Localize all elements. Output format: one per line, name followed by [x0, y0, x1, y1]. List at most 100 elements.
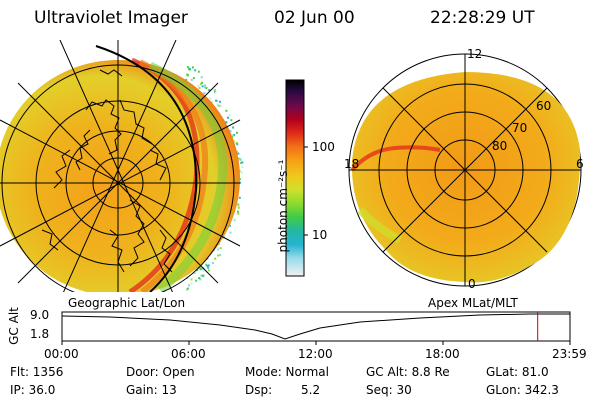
- speckle-pixel: [233, 134, 236, 137]
- speckle-pixel: [217, 254, 219, 257]
- instrument-title: Ultraviolet Imager: [34, 8, 188, 28]
- speckle-pixel: [199, 278, 202, 281]
- speckle-pixel: [186, 66, 189, 69]
- mlt-label-18: 18: [344, 157, 360, 171]
- speckle-pixel: [205, 87, 208, 89]
- timeline-y-label: GC Alt: [7, 307, 21, 345]
- geo-grid: [0, 40, 241, 292]
- speckle-pixel: [188, 284, 191, 287]
- speckle-pixel: [198, 87, 201, 89]
- outer-fringe: [148, 61, 228, 292]
- geo-longitude: GLon: 342.3: [486, 383, 559, 397]
- speckle-pixel: [192, 77, 195, 80]
- dsp-label: Dsp:: [245, 383, 273, 397]
- speckle-pixel: [200, 76, 203, 79]
- speckle-pixel: [201, 81, 203, 84]
- speckle-pixel: [215, 99, 218, 102]
- speckle-pixel: [197, 84, 200, 87]
- speckle-pixel: [236, 131, 238, 134]
- cbar-unit-label: photon cm⁻²s⁻¹: [276, 159, 290, 253]
- polar-grid: [349, 54, 581, 286]
- speckle-pixel: [237, 152, 240, 155]
- speckle-pixel: [196, 269, 199, 272]
- speckle-pixel: [214, 91, 217, 94]
- mlt-label-0: 0: [468, 277, 476, 291]
- speckle-pixel: [199, 267, 202, 270]
- mlt-label-6: 6: [576, 157, 584, 171]
- speckle-pixel: [239, 158, 242, 161]
- speckle-pixel: [203, 86, 206, 89]
- speckle-pixel: [228, 114, 231, 117]
- terminator-glow: [138, 59, 209, 292]
- speckle-pixel: [237, 206, 240, 209]
- speckle-pixel: [219, 254, 222, 257]
- speckle-pixel: [211, 262, 214, 264]
- door-status: Door: Open: [126, 365, 195, 379]
- color-bar: [285, 79, 305, 277]
- speckle-pixel: [217, 248, 220, 251]
- speckle-pixel: [188, 68, 191, 71]
- speckle-pixel: [190, 78, 193, 81]
- timeline-x-tick-1: 06:00: [171, 347, 206, 361]
- date-label: 02 Jun 00: [274, 8, 355, 28]
- speckle-pixel: [213, 89, 216, 92]
- timeline-x-tick-3: 18:00: [425, 347, 460, 361]
- ip-value: IP: 36.0: [10, 383, 56, 397]
- speckle-pixel: [207, 269, 210, 272]
- speckle-pixel: [219, 247, 222, 250]
- speckle-pixel: [229, 130, 232, 133]
- speckle-pixel: [200, 274, 203, 277]
- timeline-y-tick-high: 9.0: [30, 308, 50, 322]
- speckle-pixel: [227, 116, 230, 119]
- speckle-pixel: [232, 126, 235, 129]
- auroral-oval-image: [351, 72, 581, 283]
- timeline-x-tick-0: 00:00: [44, 347, 79, 361]
- speckle-pixel: [208, 89, 211, 92]
- speckle-pixel: [209, 97, 212, 100]
- cbar-label-100: 100: [312, 140, 335, 154]
- speckle-pixel: [219, 105, 222, 108]
- geographic-image: [0, 40, 244, 292]
- coastlines: [41, 69, 173, 273]
- lat-label-70: 70: [512, 121, 528, 135]
- flight-number: Flt: 1356: [10, 365, 64, 379]
- cbar-label-10: 10: [312, 228, 328, 242]
- lat-label-60: 60: [536, 99, 552, 113]
- speckle-pixel: [190, 278, 193, 281]
- speckle-pixel: [190, 282, 193, 285]
- speckle-pixel: [216, 247, 219, 250]
- globe-limb: [95, 45, 198, 292]
- speckle-pixel: [214, 257, 217, 260]
- speckle-pixel: [237, 157, 240, 160]
- speckle-pixel: [225, 109, 228, 112]
- altitude-curve: [61, 313, 570, 340]
- speckle-pixel: [202, 269, 205, 272]
- right-panel-label: Apex MLat/MLT: [428, 296, 518, 310]
- speckle-pixel: [218, 100, 221, 103]
- speckle-pixel: [237, 212, 240, 215]
- speckle-pixel: [207, 266, 210, 269]
- speckle-pixel: [202, 275, 205, 277]
- lat-label-80: 80: [492, 139, 508, 153]
- speckle-pixel: [216, 103, 219, 106]
- speckle-pixel: [206, 264, 209, 267]
- speckle-pixel: [241, 165, 244, 168]
- timeline-x-tick-4: 23:59: [552, 347, 587, 361]
- speckle-pixel: [235, 141, 238, 144]
- timeline-y-tick-low: 1.8: [30, 327, 50, 341]
- speckle-pixel: [199, 82, 202, 85]
- speckle-pixel: [225, 121, 228, 124]
- speckle-pixel: [217, 104, 220, 107]
- speckle-pixel: [203, 92, 206, 95]
- speckle-pixel: [230, 119, 233, 122]
- speckle-pixel: [238, 196, 241, 199]
- speckle-pixel: [237, 210, 239, 213]
- speckle-pixel: [240, 162, 243, 164]
- speckle-pixel: [197, 70, 200, 73]
- speckle-pixel: [240, 171, 243, 174]
- apex-polar-plot: [348, 53, 582, 287]
- speckle-pixel: [229, 231, 232, 234]
- speckle-pixel: [194, 69, 197, 72]
- time-label: 22:28:29 UT: [430, 8, 535, 28]
